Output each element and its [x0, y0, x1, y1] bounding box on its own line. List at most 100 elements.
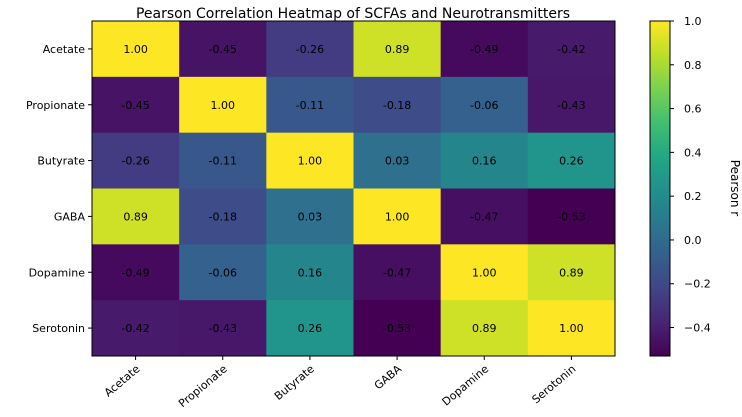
heatmap-cell-acetate-acetate: [92, 21, 180, 78]
heatmap-cell-labels: 1.00 -0.45 -0.26 0.89 -0.49 -0.42 -0.45 1.00 -0.…: [121, 43, 585, 335]
colorbar-gradient: [649, 20, 671, 357]
cell-value-label: 1.00: [123, 43, 148, 56]
cell-value-label: -0.43: [209, 322, 237, 335]
heatmap-cell-propionate-serotonin: [527, 76, 616, 134]
cell-value-label: -0.53: [383, 322, 411, 335]
cell-value-label: -0.26: [296, 43, 324, 56]
heatmap-cell-gaba-dopamine: [440, 188, 529, 245]
colorbar: Pearson r 1.0 0.8 0.6 0.4 0.2 0.0 −0.2 −0.4: [649, 15, 742, 357]
colorbar-tick-label: −0.2: [684, 278, 711, 291]
cell-value-label: -0.43: [557, 99, 585, 112]
heatmap-cell-serotonin-acetate: [92, 300, 180, 357]
cell-value-label: -0.42: [557, 43, 585, 56]
cell-value-label: 0.16: [298, 266, 323, 279]
colorbar-tick-label: 1.0: [684, 15, 702, 28]
cell-value-label: -0.47: [383, 266, 411, 279]
x-tick-label: Acetate: [102, 362, 143, 399]
heatmap-cell-dopamine-butyrate: [266, 244, 354, 301]
cell-value-label: 0.89: [123, 210, 148, 223]
colorbar-tick-label: −0.4: [684, 322, 711, 335]
cell-value-label: 0.03: [385, 155, 410, 168]
heatmap-cell-dopamine-gaba: [353, 244, 442, 301]
heatmap-cell-acetate-propionate: [179, 21, 267, 78]
x-tick-label: Propionate: [176, 362, 230, 410]
heatmap-cell-acetate-gaba: [353, 21, 442, 78]
cell-value-label: 0.03: [298, 210, 323, 223]
cell-value-label: 1.00: [559, 322, 584, 335]
y-tick-label: Acetate: [43, 43, 86, 56]
plot-frame: [91, 20, 616, 357]
heatmap-cell-gaba-gaba: [353, 188, 442, 245]
cell-value-label: 0.89: [385, 43, 410, 56]
heatmap-cell-acetate-dopamine: [440, 21, 529, 78]
colorbar-label: Pearson r: [728, 160, 742, 216]
x-tick-label: Serotonin: [530, 362, 579, 406]
cell-value-label: 1.00: [298, 155, 323, 168]
x-tick-label: GABA: [372, 362, 405, 392]
cell-value-label: -0.18: [383, 99, 411, 112]
heatmap-cell-butyrate-gaba: [353, 132, 442, 189]
heatmap-cell-butyrate-acetate: [92, 132, 180, 189]
colorbar-tick-label: 0.8: [684, 59, 702, 72]
heatmap-cell-gaba-propionate: [179, 188, 267, 245]
heatmap-cell-gaba-serotonin: [527, 188, 616, 245]
heatmap-cell-butyrate-serotonin: [527, 132, 616, 189]
heatmap-cell-gaba-butyrate: [266, 188, 354, 245]
heatmap-cell-dopamine-acetate: [92, 244, 180, 301]
heatmap-cell-serotonin-gaba: [353, 300, 442, 357]
heatmap-cell-dopamine-serotonin: [527, 244, 616, 301]
x-axis: Acetate Propionate Butyrate GABA Dopamine Ser…: [102, 356, 579, 410]
cell-value-label: 0.89: [559, 266, 584, 279]
y-axis: Acetate Propionate Butyrate GABA Dopamine Ser…: [26, 43, 92, 335]
cell-value-label: 0.89: [472, 322, 497, 335]
y-tick-label: Dopamine: [29, 266, 86, 279]
cell-value-label: 1.00: [385, 210, 410, 223]
heatmap-cell-propionate-acetate: [92, 76, 180, 134]
colorbar-tick-label: 0.6: [684, 103, 702, 116]
x-tick-label: Butyrate: [272, 362, 317, 403]
heatmap-cell-propionate-dopamine: [440, 76, 529, 134]
cell-value-label: -0.45: [209, 43, 237, 56]
y-tick-label: Butyrate: [37, 155, 85, 168]
cell-value-label: -0.26: [121, 155, 149, 168]
cell-value-label: -0.06: [470, 99, 498, 112]
heatmap-cell-dopamine-propionate: [179, 244, 267, 301]
heatmap-cell-butyrate-butyrate: [266, 132, 354, 189]
heatmap-cell-gaba-acetate: [92, 188, 180, 245]
cell-value-label: 1.00: [211, 99, 236, 112]
heatmap-cell-propionate-butyrate: [266, 76, 354, 134]
cell-value-label: -0.47: [470, 210, 498, 223]
heatmap-cell-serotonin-propionate: [179, 300, 267, 357]
colorbar-tick-label: 0.4: [684, 146, 702, 159]
colorbar-tick-label: 0.2: [684, 190, 702, 203]
cell-value-label: -0.42: [121, 322, 149, 335]
heatmap-cell-acetate-butyrate: [266, 21, 354, 78]
heatmap-cell-serotonin-butyrate: [266, 300, 354, 357]
cell-value-label: 0.26: [298, 322, 323, 335]
cell-value-label: -0.18: [209, 210, 237, 223]
cell-value-label: -0.45: [121, 99, 149, 112]
colorbar-tick-label: 0.0: [684, 234, 702, 247]
y-tick-label: Propionate: [26, 99, 85, 112]
chart-title: Pearson Correlation Heatmap of SCFAs and…: [136, 6, 570, 22]
cell-value-label: -0.06: [209, 266, 237, 279]
cell-value-label: -0.53: [557, 210, 585, 223]
cell-value-label: 1.00: [472, 266, 497, 279]
heatmap-cell-serotonin-serotonin: [527, 300, 616, 357]
x-tick-label: Dopamine: [440, 362, 492, 408]
cell-value-label: -0.49: [470, 43, 498, 56]
heatmap-cell-serotonin-dopamine: [440, 300, 529, 357]
cell-value-label: 0.26: [559, 155, 584, 168]
y-tick-label: GABA: [54, 210, 86, 223]
heatmap-cell-butyrate-propionate: [179, 132, 267, 189]
y-tick-label: Serotonin: [32, 322, 85, 335]
cell-value-label: -0.11: [296, 99, 324, 112]
heatmap-cell-propionate-gaba: [353, 76, 442, 134]
cell-value-label: -0.49: [121, 266, 149, 279]
cell-value-label: 0.16: [472, 155, 497, 168]
heatmap-cells: [92, 21, 616, 357]
heatmap-cell-acetate-serotonin: [527, 21, 616, 78]
heatmap-cell-propionate-propionate: [179, 76, 267, 134]
